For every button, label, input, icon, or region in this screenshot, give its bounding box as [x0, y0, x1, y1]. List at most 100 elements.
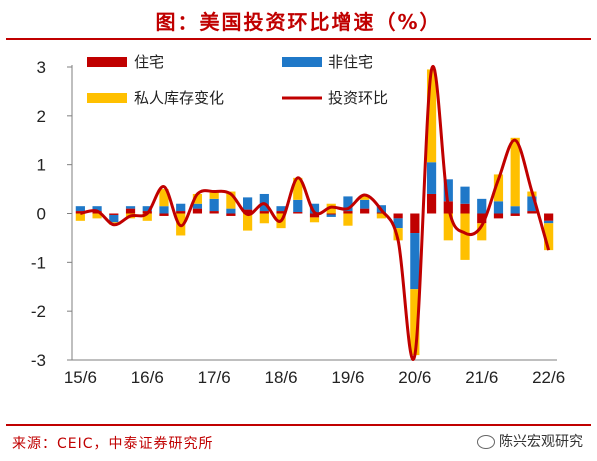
footer-divider — [6, 424, 591, 426]
total-investment-line — [80, 64, 551, 361]
bar-inventory — [376, 213, 386, 219]
legend-label-inventory: 私人库存变化 — [134, 90, 224, 107]
x-tick-label: 17/6 — [198, 368, 231, 387]
bar-inventory — [343, 213, 353, 226]
x-tick-label: 21/6 — [465, 368, 498, 387]
bar-inventory — [75, 213, 85, 221]
x-tick-label: 15/6 — [64, 368, 97, 387]
bar-nonresidential — [142, 206, 152, 212]
bar-residential — [176, 211, 186, 214]
bar-inventory — [92, 213, 102, 219]
x-tick-label: 18/6 — [265, 368, 298, 387]
y-tick-label: -1 — [31, 253, 46, 272]
bar-inventory — [192, 193, 203, 204]
chart-title: 图：美国投资环比增速（%） — [155, 10, 442, 34]
bar-residential — [243, 209, 253, 214]
bar-inventory — [460, 213, 470, 260]
bar-nonresidential — [159, 206, 169, 214]
legend-label-total: 投资环比 — [328, 90, 388, 107]
bar-residential — [226, 213, 236, 216]
source-note: 来源：CEIC，中泰证券研究所 — [12, 436, 214, 452]
legend-swatch-nonresidential — [282, 57, 322, 67]
bar-nonresidential — [293, 199, 303, 213]
bar-residential — [309, 213, 320, 218]
bar-residential — [393, 213, 403, 219]
bar-residential — [293, 212, 303, 214]
bar-nonresidential — [176, 203, 186, 212]
y-tick-label: 3 — [37, 58, 46, 77]
y-tick-label: 1 — [37, 156, 46, 175]
y-tick-label: -3 — [31, 351, 46, 370]
bar-inventory — [410, 289, 420, 356]
investment-chart: 住宅 非住宅 私人库存变化 投资环比 -3 -2 -1 0 1 2 3 15/6 16/6 17/… — [31, 54, 565, 387]
bar-residential — [426, 193, 437, 214]
bar-inventory — [142, 213, 152, 221]
bar-residential — [510, 213, 520, 216]
bar-residential — [192, 208, 203, 214]
bar-inventory — [544, 223, 554, 251]
bar-inventory — [493, 174, 504, 202]
bar-nonresidential — [243, 197, 253, 210]
bar-nonresidential — [443, 179, 453, 202]
bar-residential — [376, 212, 386, 214]
bar-inventory — [309, 217, 320, 223]
bar-residential — [343, 211, 353, 214]
y-tick-label: 0 — [37, 205, 46, 224]
bar-residential — [460, 203, 470, 214]
bar-nonresidential — [125, 206, 136, 209]
bar-residential — [477, 213, 487, 224]
bar-residential — [125, 208, 136, 214]
bar-nonresidential — [527, 196, 537, 212]
bar-nonresidential — [460, 186, 470, 204]
bar-inventory — [360, 194, 370, 200]
bar-nonresidential — [410, 233, 420, 290]
chart-area: 住宅 非住宅 私人库存变化 投资环比 -3 -2 -1 0 1 2 3 15/6 16/6 17/… — [0, 40, 597, 418]
legend: 住宅 非住宅 私人库存变化 投资环比 — [87, 54, 388, 107]
watermark: 陈兴宏观研究 — [473, 429, 587, 453]
bar-residential — [527, 211, 537, 214]
bar-residential — [360, 208, 370, 214]
bar-nonresidential — [510, 206, 520, 214]
bar-residential — [276, 211, 286, 214]
bar-residential — [493, 213, 504, 219]
title-bar: 图：美国投资环比增速（%） — [0, 0, 597, 40]
axes: -3 -2 -1 0 1 2 3 15/6 16/6 17/6 18/6 19/6 20/6 21/6 22… — [31, 58, 565, 387]
bar-inventory — [393, 228, 403, 241]
title-divider — [6, 38, 591, 40]
bar-residential — [326, 213, 336, 215]
bar-inventory — [510, 137, 520, 207]
watermark-text: 陈兴宏观研究 — [499, 434, 583, 450]
bar-inventory — [443, 213, 453, 241]
bar-residential — [259, 211, 269, 214]
bar-nonresidential — [393, 218, 403, 229]
x-tick-label: 19/6 — [331, 368, 364, 387]
legend-label-residential: 住宅 — [134, 54, 164, 71]
legend-swatch-residential — [87, 57, 127, 67]
legend-label-nonresidential: 非住宅 — [328, 54, 373, 71]
bar-nonresidential — [276, 206, 286, 212]
bar-nonresidential — [109, 214, 119, 223]
total-line — [80, 64, 551, 361]
bar-nonresidential — [75, 206, 85, 212]
bar-nonresidential — [209, 198, 219, 212]
bar-nonresidential — [426, 162, 437, 194]
bar-residential — [209, 211, 219, 214]
bar-nonresidential — [92, 206, 102, 212]
bar-nonresidential — [326, 214, 336, 217]
legend-swatch-inventory — [87, 93, 127, 103]
x-tick-label: 22/6 — [532, 368, 565, 387]
bar-nonresidential — [360, 199, 370, 209]
bar-inventory — [243, 213, 253, 231]
bar-inventory — [426, 69, 437, 163]
x-tick-label: 20/6 — [398, 368, 431, 387]
bar-residential — [159, 213, 169, 216]
bar-inventory — [259, 213, 269, 224]
y-tick-label: 2 — [37, 107, 46, 126]
bar-nonresidential — [192, 203, 203, 209]
bar-inventory — [477, 223, 487, 241]
bar-residential — [544, 213, 554, 221]
bar-inventory — [209, 191, 219, 199]
y-tick-label: -2 — [31, 302, 46, 321]
bar-nonresidential — [226, 208, 236, 214]
bars — [75, 69, 554, 356]
